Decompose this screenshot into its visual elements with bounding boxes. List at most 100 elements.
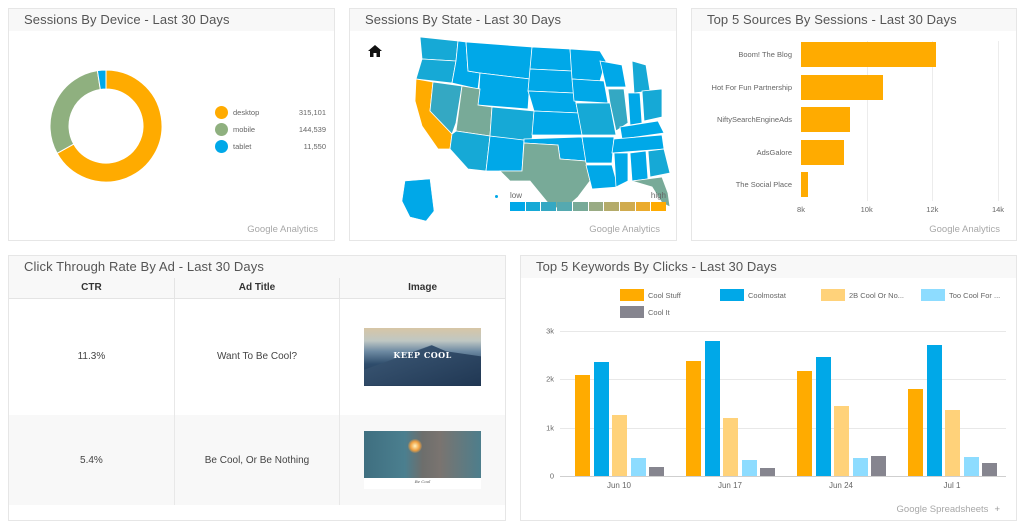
table-row: 5.4% Be Cool, Or Be Nothing Be Cool	[9, 415, 505, 505]
legend-item[interactable]: Coolmostat	[720, 289, 786, 301]
legend-value: 11,550	[303, 142, 326, 151]
image-cell: Be Cool	[339, 415, 505, 505]
keyword-bar[interactable]	[908, 389, 923, 476]
ad-image-keep-cool[interactable]: KEEP COOL	[364, 327, 482, 386]
sessions-by-device-panel: Sessions By Device - Last 30 Days deskto…	[8, 8, 335, 241]
keyword-bar[interactable]	[593, 362, 609, 476]
keywords-bar-chart[interactable]: 0 1k 2k 3k Jun 10 Jun 17 Jun 24 Jul 1	[546, 327, 1006, 490]
add-icon[interactable]: +	[994, 504, 1000, 515]
top-keywords-panel: Top 5 Keywords By Clicks - Last 30 Days …	[520, 255, 1017, 521]
device-legend: desktop 315,101 mobile 144,539 tablet 11,550	[215, 104, 326, 155]
top-sources-panel: Top 5 Sources By Sessions - Last 30 Days…	[691, 8, 1017, 241]
x-axis-tick: 14k	[991, 205, 1005, 214]
legend-swatch	[215, 106, 228, 119]
device-donut-chart[interactable]	[49, 69, 163, 183]
home-icon[interactable]	[368, 45, 382, 57]
keyword-bar[interactable]	[649, 466, 664, 476]
panel-title: Top 5 Keywords By Clicks - Last 30 Days	[521, 256, 1016, 278]
legend-swatch	[720, 289, 744, 301]
legend-label: Too Cool For ...	[949, 290, 1001, 300]
keyword-bar[interactable]	[723, 418, 738, 476]
column-header-image[interactable]: Image	[339, 278, 505, 299]
keyword-bar[interactable]	[926, 345, 942, 476]
x-axis-tick: Jun 17	[717, 481, 743, 490]
legend-label: Cool Stuff	[648, 290, 681, 300]
keyword-bar[interactable]	[575, 374, 590, 476]
legend-item[interactable]: 2B Cool Or No...	[821, 289, 904, 301]
keyword-bar[interactable]	[686, 361, 701, 476]
legend-swatch	[215, 123, 228, 136]
legend-label: desktop	[233, 108, 260, 117]
legend-label: 2B Cool Or No...	[849, 290, 905, 300]
donut-slice-desktop[interactable]	[56, 69, 163, 183]
source-bar[interactable]	[801, 139, 844, 165]
map-color-scale: low high	[510, 191, 667, 211]
donut-slice-mobile[interactable]	[49, 70, 101, 155]
source-bar[interactable]	[801, 42, 936, 67]
ctr-cell: 11.3%	[9, 298, 175, 415]
legend-label: tablet	[233, 142, 252, 151]
keyword-bar[interactable]	[852, 458, 868, 476]
legend-item[interactable]: Too Cool For ...	[921, 289, 1000, 301]
scale-segment	[635, 202, 651, 211]
column-header-ad-title[interactable]: Ad Title	[174, 278, 341, 299]
keyword-bar[interactable]	[982, 462, 997, 476]
legend-label: Coolmostat	[748, 290, 786, 300]
keyword-bar[interactable]	[834, 405, 849, 476]
keyword-bar[interactable]	[704, 340, 720, 476]
scale-segment	[541, 202, 557, 211]
source-bar[interactable]	[801, 107, 851, 132]
y-axis-tick: 1k	[546, 423, 554, 433]
table-row: 11.3% Want To Be Cool? KEEP COOL	[9, 298, 505, 415]
keyword-bar[interactable]	[630, 458, 646, 476]
keyword-bar[interactable]	[741, 459, 757, 476]
x-axis-tick: Jun 24	[828, 481, 854, 490]
x-axis-tick: Jun 10	[606, 481, 632, 490]
legend-label: mobile	[233, 125, 256, 134]
column-header-ctr[interactable]: CTR	[9, 278, 175, 299]
panel-title: Click Through Rate By Ad - Last 30 Days	[9, 256, 505, 278]
legend-swatch	[215, 140, 228, 153]
scale-segment	[557, 202, 572, 211]
scale-segment	[604, 202, 619, 211]
source-label: Google Analytics	[589, 224, 660, 235]
keyword-bar[interactable]	[945, 409, 960, 476]
keyword-bar[interactable]	[871, 456, 886, 476]
donut-slice-tablet[interactable]	[96, 69, 107, 91]
legend-item[interactable]: tablet 11,550	[215, 138, 326, 155]
y-axis-label: Boom! The Blog	[738, 50, 792, 59]
y-axis-label: AdsGalore	[756, 147, 792, 157]
scale-segment	[588, 202, 604, 211]
legend-swatch	[821, 289, 845, 301]
legend-label: Cool It	[648, 307, 670, 317]
scale-indicator	[495, 195, 498, 198]
y-axis-label: The Social Place	[735, 180, 792, 189]
source-bar[interactable]	[801, 172, 808, 197]
legend-item[interactable]: mobile 144,539	[215, 121, 326, 138]
legend-item[interactable]: Cool It	[620, 306, 670, 318]
legend-value: 315,101	[298, 108, 326, 117]
ad-image-be-cool[interactable]: Be Cool	[364, 431, 482, 489]
keyword-bar[interactable]	[815, 356, 831, 476]
keyword-bar[interactable]	[612, 415, 627, 476]
ad-title-cell: Be Cool, Or Be Nothing	[174, 415, 341, 505]
legend-item[interactable]: Cool Stuff	[620, 289, 681, 301]
ctr-by-ad-panel: Click Through Rate By Ad - Last 30 Days …	[8, 255, 506, 521]
y-axis-tick: 2k	[546, 374, 554, 384]
keyword-bar[interactable]	[963, 457, 979, 476]
source-bar[interactable]	[801, 74, 884, 100]
x-axis-tick: 10k	[860, 205, 873, 214]
legend-item[interactable]: desktop 315,101	[215, 104, 326, 121]
scale-segment	[651, 202, 667, 211]
ad-title-cell: Want To Be Cool?	[174, 298, 341, 415]
source-label: Google Analytics	[247, 224, 318, 235]
panel-title: Sessions By State - Last 30 Days	[350, 9, 676, 31]
scale-segment	[525, 202, 541, 211]
us-choropleth-map[interactable]	[400, 31, 670, 226]
x-axis-tick: 12k	[926, 205, 939, 214]
source-label: Google Analytics	[929, 224, 1000, 235]
keyword-bar[interactable]	[797, 370, 812, 476]
panel-title: Sessions By Device - Last 30 Days	[9, 9, 334, 31]
x-axis-tick: 8k	[797, 205, 805, 214]
keyword-bar[interactable]	[760, 468, 775, 476]
